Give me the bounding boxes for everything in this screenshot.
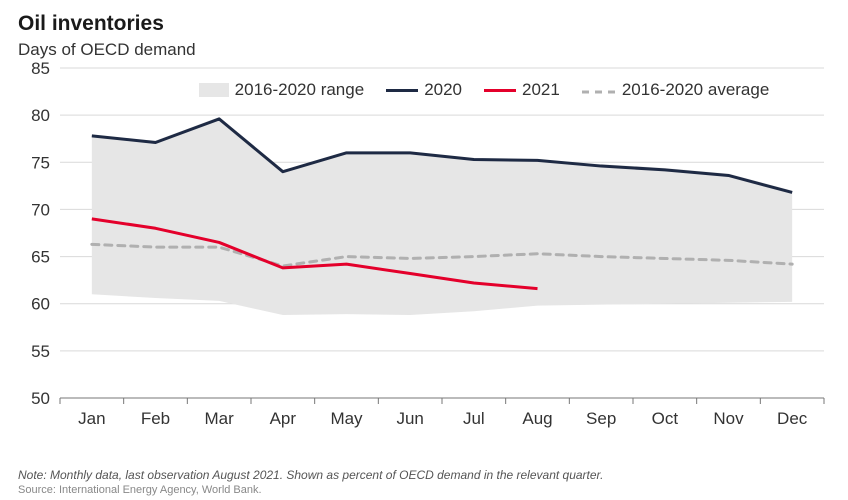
chart-title: Oil inventories: [0, 0, 848, 40]
svg-text:60: 60: [31, 295, 50, 314]
chart-svg: 50 55 60 65 70 75 80 85 Jan Feb Mar Apr May Jun Jul Aug…: [0, 58, 848, 448]
legend-line-2020: [386, 89, 418, 92]
svg-text:80: 80: [31, 106, 50, 125]
legend-line-2021: [484, 89, 516, 92]
legend-label: 2016-2020 range: [235, 80, 365, 100]
legend-item-avg: 2016-2020 average: [582, 80, 769, 100]
svg-text:Nov: Nov: [713, 409, 744, 428]
svg-text:50: 50: [31, 389, 50, 408]
svg-text:Oct: Oct: [652, 409, 679, 428]
svg-text:55: 55: [31, 342, 50, 361]
chart-container: 2016-2020 range 2020 2021 2016-2020 aver…: [0, 58, 848, 448]
legend-item-2021: 2021: [484, 80, 560, 100]
svg-text:75: 75: [31, 153, 50, 172]
svg-text:Sep: Sep: [586, 409, 616, 428]
svg-text:70: 70: [31, 200, 50, 219]
legend-label: 2020: [424, 80, 462, 100]
svg-text:Jan: Jan: [78, 409, 105, 428]
svg-text:Jul: Jul: [463, 409, 485, 428]
chart-source: Source: International Energy Agency, Wor…: [18, 484, 262, 496]
svg-text:Jun: Jun: [396, 409, 423, 428]
svg-text:Mar: Mar: [205, 409, 235, 428]
svg-text:Aug: Aug: [522, 409, 552, 428]
svg-text:May: May: [330, 409, 363, 428]
legend: 2016-2020 range 2020 2021 2016-2020 aver…: [140, 80, 828, 100]
svg-text:85: 85: [31, 59, 50, 78]
legend-item-range: 2016-2020 range: [199, 80, 365, 100]
legend-item-2020: 2020: [386, 80, 462, 100]
svg-text:65: 65: [31, 248, 50, 267]
svg-text:Apr: Apr: [270, 409, 297, 428]
legend-swatch-range: [199, 83, 229, 97]
svg-text:Feb: Feb: [141, 409, 170, 428]
svg-text:Dec: Dec: [777, 409, 808, 428]
chart-footnote: Note: Monthly data, last observation Aug…: [18, 468, 603, 482]
legend-label: 2016-2020 average: [622, 80, 769, 100]
legend-label: 2021: [522, 80, 560, 100]
legend-line-avg: [582, 80, 616, 100]
